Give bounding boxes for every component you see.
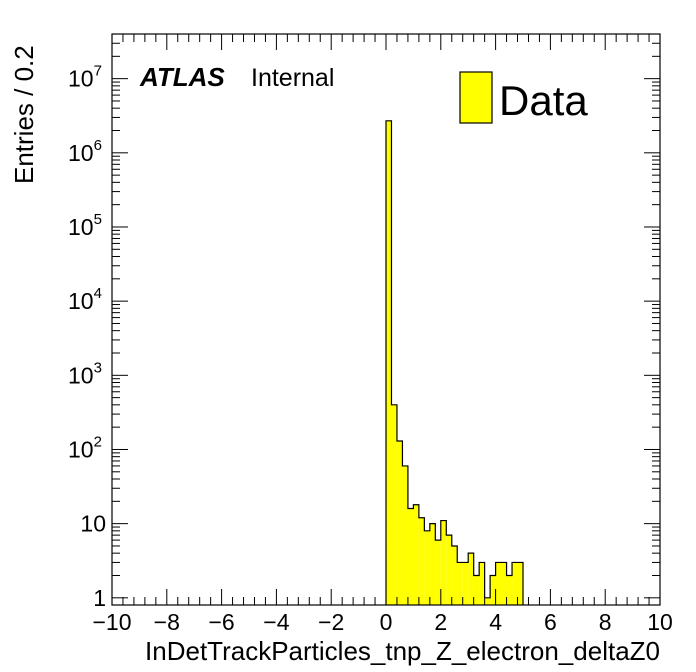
y-tick-label: 104	[68, 285, 102, 314]
histogram-bar	[501, 562, 507, 605]
histogram-bar	[386, 120, 392, 605]
legend-label: Data	[499, 77, 588, 124]
histogram-bar	[462, 562, 469, 605]
histogram-bar	[413, 504, 419, 605]
atlas-label: ATLAS	[139, 62, 225, 92]
x-tick-labels: −10 −8 −6 −4 −2 0 2 4 6 8 10	[92, 609, 672, 635]
histogram-bar	[429, 523, 436, 605]
histogram-bar	[424, 530, 430, 605]
y-axis-label: Entries / 0.2	[9, 45, 39, 184]
histogram-bar	[479, 562, 485, 605]
x-axis-label: InDetTrackParticles_tnp_Z_electron_delta…	[145, 636, 660, 666]
histogram-bar	[440, 520, 447, 605]
y-tick-label: 107	[68, 63, 102, 92]
y-tick-label: 103	[68, 359, 102, 388]
x-tick-label: −2	[318, 609, 344, 635]
histogram-bar	[402, 465, 408, 605]
histogram-bar	[446, 535, 452, 605]
histogram-bar	[418, 517, 425, 605]
y-tick-labels: 1 10 102 103 104 105 106 107	[68, 63, 106, 611]
histogram-bar	[484, 597, 491, 605]
x-tick-label: 4	[489, 609, 502, 635]
histogram-outline	[385, 120, 524, 605]
x-tick-label: −8	[154, 609, 180, 635]
legend: Data	[459, 71, 588, 124]
histogram-bar	[457, 562, 463, 605]
x-tick-label: −4	[263, 609, 289, 635]
histogram-bar	[391, 404, 397, 605]
x-tick-label: 8	[599, 609, 612, 635]
histogram-bar	[396, 441, 403, 605]
histogram-bar	[517, 562, 523, 605]
histogram-bar	[435, 540, 441, 605]
histogram-bar	[468, 553, 474, 605]
x-tick-label: −6	[208, 609, 234, 635]
axis-ticks	[111, 33, 661, 605]
histogram-bar	[407, 508, 414, 605]
y-tick-label: 1	[93, 585, 106, 611]
histogram-bar	[451, 545, 458, 605]
internal-label: Internal	[251, 64, 334, 92]
histogram-bar	[495, 562, 502, 605]
histogram-bar	[473, 575, 480, 605]
histogram-bars	[386, 120, 523, 605]
y-tick-label: 106	[68, 137, 102, 166]
x-tick-label: 10	[647, 609, 673, 635]
histogram-bar	[506, 575, 513, 605]
histogram-bar	[490, 575, 496, 605]
x-tick-label: −10	[92, 609, 131, 635]
histogram-bar	[512, 562, 518, 605]
x-tick-label: 6	[544, 609, 557, 635]
y-tick-label: 105	[68, 211, 102, 240]
y-tick-label: 102	[68, 433, 102, 462]
legend-swatch	[459, 71, 493, 124]
y-tick-label: 10	[80, 511, 106, 537]
x-tick-label: 2	[434, 609, 447, 635]
x-tick-label: 0	[380, 609, 393, 635]
